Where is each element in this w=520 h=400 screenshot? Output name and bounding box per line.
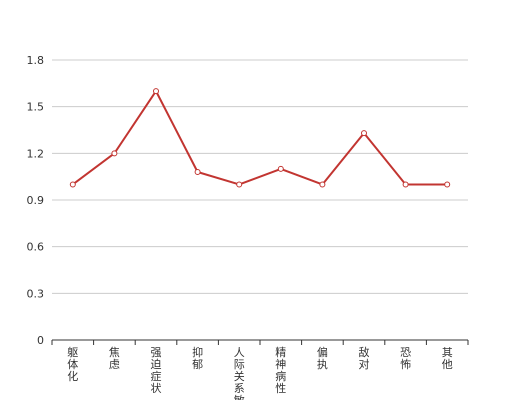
y-tick-label: 0.6 [27, 241, 45, 254]
x-tick-label: 躯体化 [67, 346, 78, 383]
y-tick-label: 0.9 [27, 194, 45, 207]
x-tick-label: 强迫症状 [151, 346, 162, 395]
data-point[interactable] [194, 169, 201, 175]
data-point[interactable] [319, 181, 326, 188]
data-point[interactable] [361, 130, 367, 137]
x-tick-label: 恐怖 [400, 346, 411, 371]
x-tick-label: 敌对 [359, 345, 370, 371]
x-tick-label: 焦虑 [109, 346, 120, 371]
y-axis-ticks: 0 0.3 0.6 0.9 1.2 1.5 1.8 [27, 54, 45, 347]
y-tick-label: 1.2 [27, 147, 45, 160]
data-point[interactable] [277, 165, 284, 172]
y-tick-label: 1.8 [27, 54, 45, 67]
data-point[interactable] [402, 181, 409, 188]
grid-lines [52, 59, 468, 294]
series-line [72, 90, 448, 186]
x-tick-label: 其他 [442, 346, 453, 371]
data-point[interactable] [236, 181, 243, 188]
series [69, 88, 451, 188]
x-axis: 躯体化 焦虑 强迫症状 抑郁 人际关系敏感 精神病性 偏执 敌对 恐怖 其他 [51, 339, 469, 400]
x-tick-label: 精神病性 [275, 346, 286, 395]
data-point[interactable] [69, 181, 76, 188]
data-point[interactable] [111, 150, 118, 157]
x-tick-label: 人际关系敏感 [234, 346, 245, 400]
y-tick-label: 0.3 [27, 287, 45, 300]
x-tick-label: 偏执 [317, 345, 328, 371]
y-tick-label: 1.5 [27, 101, 45, 114]
x-tick-label: 抑郁 [192, 345, 203, 371]
data-point[interactable] [444, 181, 451, 188]
y-tick-label: 0 [37, 334, 44, 347]
data-point[interactable] [153, 88, 159, 95]
